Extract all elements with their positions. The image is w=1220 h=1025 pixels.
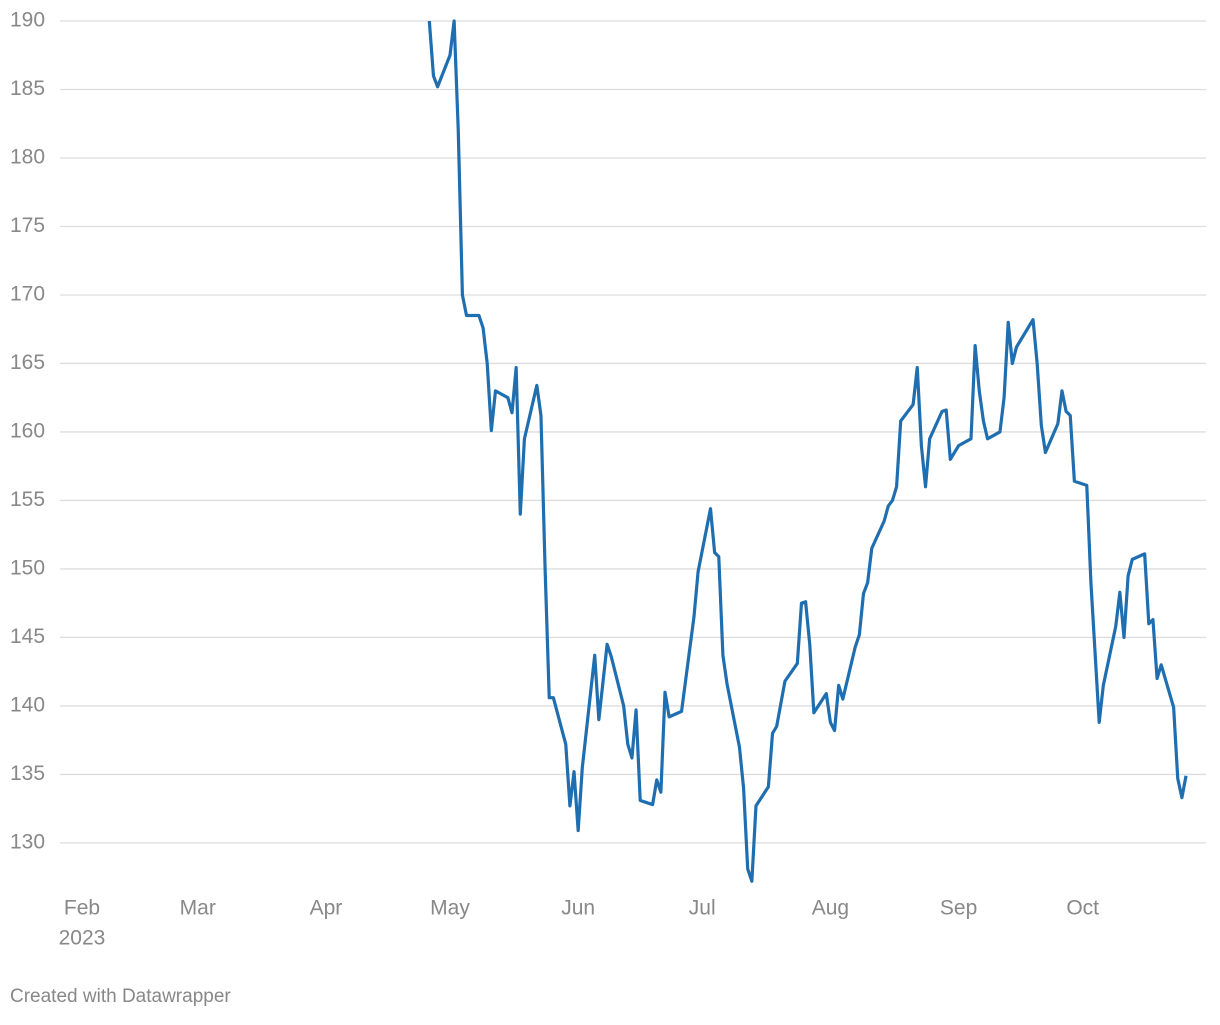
y-tick-label: 130: [10, 830, 45, 853]
footer: Created with Datawrapper: [10, 986, 231, 1007]
y-tick-label: 190: [10, 9, 45, 32]
y-tick-label: 180: [10, 146, 45, 169]
x-tick-label: Aug: [812, 897, 849, 920]
x-year-label: 2023: [59, 927, 106, 950]
x-tick-label: Sep: [940, 897, 977, 920]
y-tick-label: 160: [10, 419, 45, 442]
y-tick-label: 135: [10, 762, 45, 785]
line: [427, 19, 1188, 883]
y-tick-label: 155: [10, 488, 45, 511]
x-tick-label: Jun: [561, 897, 595, 920]
x-tick-label: Apr: [310, 897, 343, 920]
y-tick-label: 170: [10, 283, 45, 306]
x-tick-label: May: [430, 897, 470, 920]
x-tick-label: Feb: [64, 897, 100, 920]
x-tick-label: Mar: [180, 897, 216, 920]
y-tick-label: 165: [10, 351, 45, 374]
y-tick-label: 185: [10, 77, 45, 100]
y-tick-label: 175: [10, 214, 45, 237]
x-tick-label: Oct: [1066, 897, 1099, 920]
x-tick-label: Jul: [689, 897, 716, 920]
y-tick-label: 140: [10, 693, 45, 716]
y-tick-label: 150: [10, 556, 45, 579]
y-tick-label: 145: [10, 625, 45, 648]
